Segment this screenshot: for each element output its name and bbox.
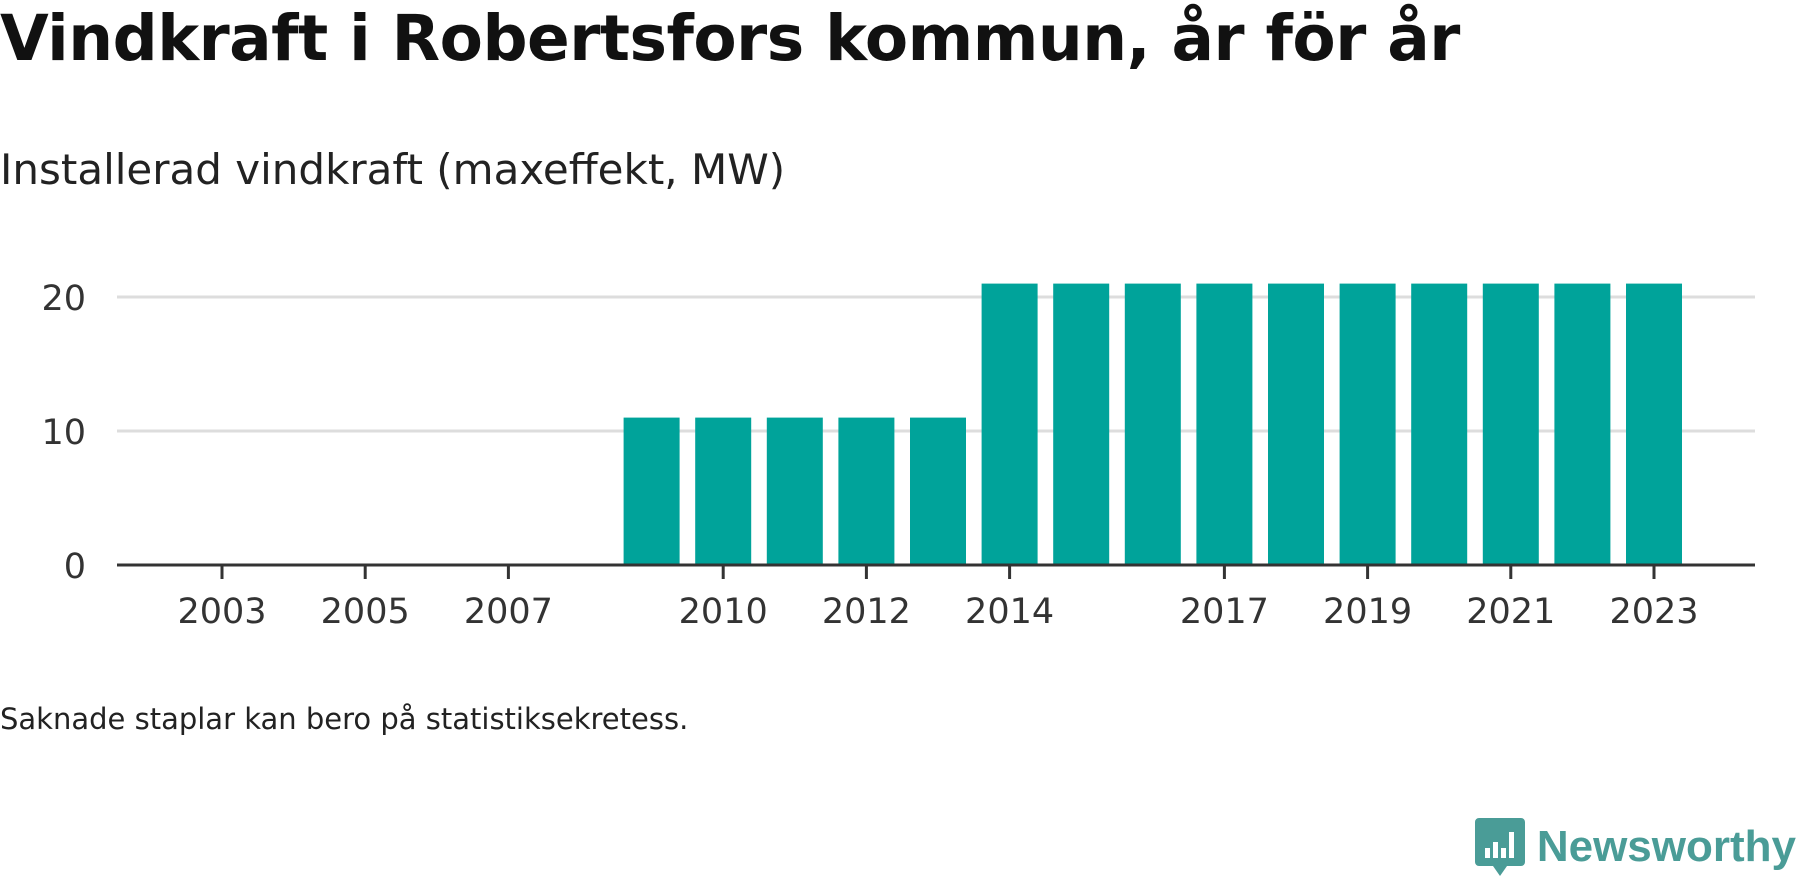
bar [1554, 283, 1611, 565]
x-tick-label: 2023 [1609, 592, 1698, 632]
bar [1626, 283, 1682, 565]
y-tick-label: 0 [64, 547, 86, 587]
bar [766, 417, 823, 565]
x-tick-label: 2017 [1180, 592, 1269, 632]
y-axis-ticks: 0 10 20 [41, 279, 86, 587]
bar [695, 417, 752, 565]
y-tick-label: 20 [41, 279, 86, 319]
bar [1268, 283, 1324, 565]
bar [1411, 283, 1468, 565]
bar [1482, 283, 1539, 565]
x-tick-label: 2003 [177, 592, 266, 632]
y-tick-label: 10 [41, 413, 86, 453]
bar [1124, 283, 1181, 565]
bar [1339, 283, 1396, 565]
bar [981, 283, 1038, 565]
bar [1053, 283, 1110, 565]
chart-title: Vindkraft i Robertsfors kommun, år för å… [0, 2, 1460, 75]
chart-subtitle: Installerad vindkraft (maxeffekt, MW) [0, 145, 786, 194]
bar [1196, 283, 1253, 565]
brand-logo[interactable]: Newsworthy [1474, 818, 1796, 876]
x-axis-ticks: 2003 2005 2007 2010 2012 2014 2017 2019 2021 2023 [177, 565, 1699, 632]
bar [838, 417, 895, 565]
x-tick-label: 2012 [822, 592, 911, 632]
x-tick-label: 2010 [679, 592, 768, 632]
x-tick-label: 2019 [1323, 592, 1412, 632]
brand-name: Newsworthy [1536, 822, 1796, 871]
x-tick-label: 2021 [1466, 592, 1555, 632]
footnote: Saknade staplar kan bero på statistiksek… [0, 702, 689, 736]
bars [623, 283, 1682, 565]
newsworthy-logo-icon [1474, 818, 1525, 876]
x-tick-label: 2007 [464, 592, 553, 632]
x-tick-label: 2005 [321, 592, 410, 632]
x-tick-label: 2014 [965, 592, 1054, 632]
bar [910, 417, 966, 565]
bar [623, 417, 680, 565]
